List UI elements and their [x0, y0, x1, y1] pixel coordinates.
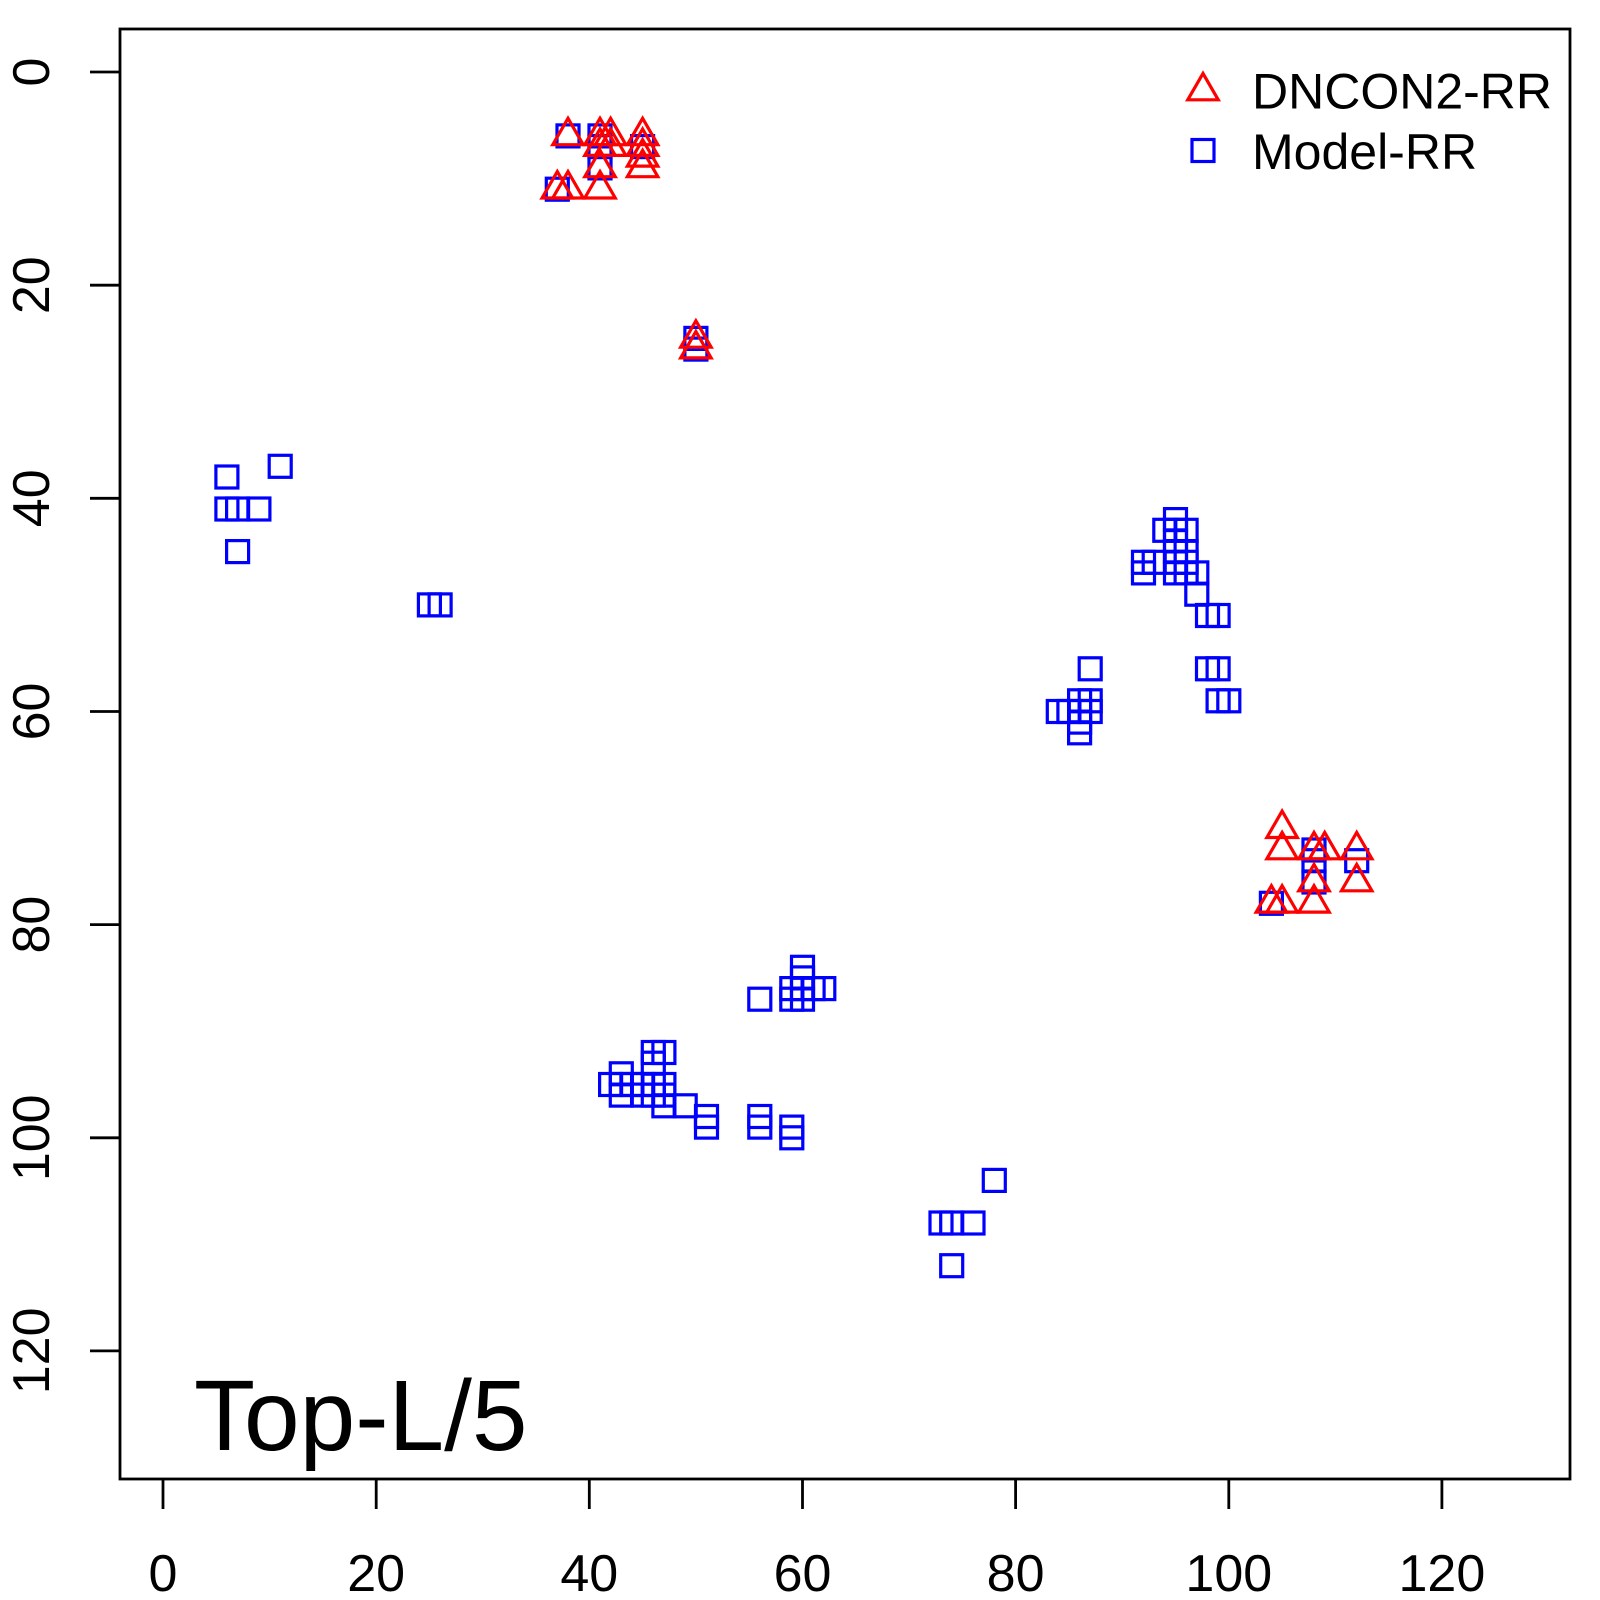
svg-text:40: 40	[3, 469, 61, 527]
svg-text:80: 80	[3, 896, 61, 954]
svg-text:100: 100	[3, 1094, 61, 1181]
svg-text:40: 40	[560, 1545, 618, 1600]
svg-text:100: 100	[1185, 1545, 1272, 1600]
svg-text:Model-RR: Model-RR	[1252, 124, 1477, 180]
svg-text:20: 20	[3, 256, 61, 314]
svg-text:60: 60	[3, 683, 61, 741]
svg-text:0: 0	[3, 58, 61, 87]
svg-text:20: 20	[347, 1545, 405, 1600]
svg-text:120: 120	[3, 1308, 61, 1395]
svg-text:DNCON2-RR: DNCON2-RR	[1252, 64, 1552, 120]
svg-text:60: 60	[774, 1545, 832, 1600]
svg-text:80: 80	[987, 1545, 1045, 1600]
svg-text:Top-L/5: Top-L/5	[194, 1360, 528, 1472]
svg-text:120: 120	[1399, 1545, 1486, 1600]
svg-text:0: 0	[149, 1545, 178, 1600]
